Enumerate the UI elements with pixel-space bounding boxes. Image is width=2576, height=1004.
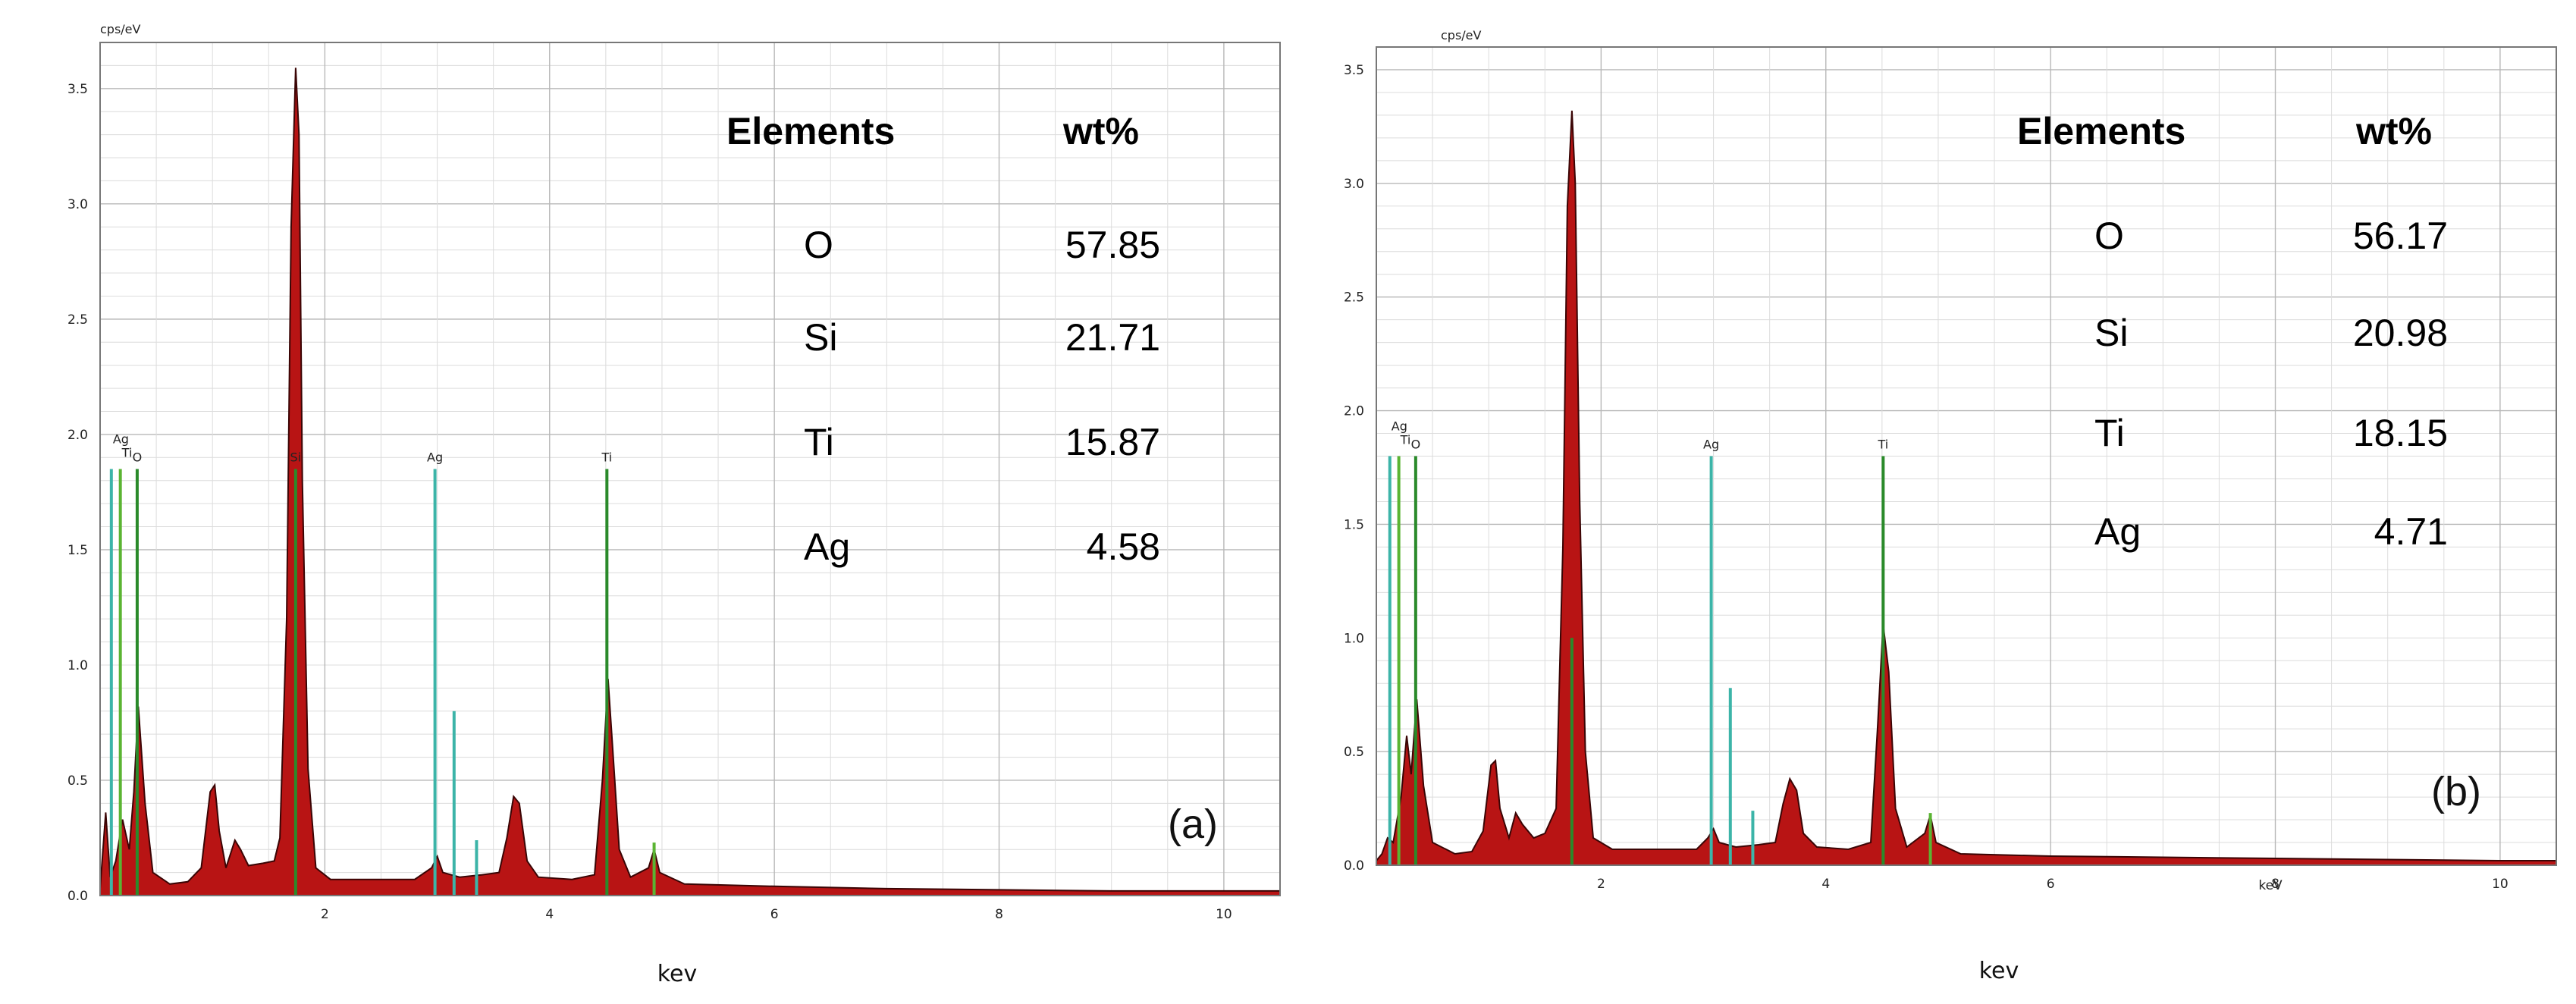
element-line-label-ag: Ag [427,450,443,465]
element-line-label-o: O [1411,438,1421,452]
composition-table: Elements wt% O 57.85 Si 21.71 Ti 15.87 A… [726,110,1160,568]
grid [1376,46,2557,866]
x-axis-label: kev [657,961,698,987]
panel-label: (b) [2431,769,2481,814]
element-line-label-si: Si [290,450,302,465]
table-header-wt: wt% [1062,110,1139,152]
y-tick-label: 1.5 [67,543,88,558]
element-line-label-ag: Ag [113,432,129,447]
y-tick-label: 3.5 [1344,63,1364,78]
y-tick-label: 0.5 [67,773,88,789]
y-tick-label: 2.5 [67,312,88,328]
x-tick-label: 6 [770,907,779,922]
y-tick-label: 3.0 [1344,177,1364,192]
x-ticks: 2 4 6 8 10 [1597,877,2509,892]
element-line-label-ti: Ti [1877,438,1888,452]
table-element-si: Si [2094,312,2128,354]
table-value-ag: 4.71 [2374,510,2448,553]
x-tick-label: 10 [2492,877,2509,892]
x-ticks: 2 4 6 8 10 [321,907,1232,922]
element-line-label-ag: Ag [1392,419,1407,434]
spectrum-layer [99,67,1281,896]
panel-label: (a) [1168,802,1218,847]
x-tick-label: 6 [2047,877,2055,892]
plot-border [1376,46,2557,866]
x-tick-label: 4 [545,907,554,922]
y-axis-label: cps/eV [1441,28,1482,42]
table-header-wt: wt% [2355,110,2432,152]
x-axis-inner-label: keV [2258,878,2283,893]
table-value-o: 56.17 [2353,215,2448,257]
table-value-ti: 15.87 [1065,421,1160,463]
y-tick-label: 1.0 [67,658,88,673]
table-element-ag: Ag [2094,510,2141,553]
plot-frame [99,42,1281,896]
element-line-label-o: O [133,450,143,465]
table-value-ag: 4.58 [1087,526,1160,568]
table-value-si: 21.71 [1065,316,1160,359]
spectrum-area [99,67,1281,896]
element-line-label-ti: Ti [121,446,133,460]
y-tick-label: 2.5 [1344,290,1364,306]
x-tick-label: 2 [321,907,329,922]
table-value-o: 57.85 [1065,224,1160,266]
y-tick-label: 1.5 [1344,517,1364,532]
element-line-label-ti: Ti [1400,433,1411,447]
element-line-label-ag: Ag [1703,438,1719,452]
plot-border [99,42,1281,896]
x-tick-label: 4 [1821,877,1830,892]
y-tick-label: 0.0 [1344,858,1364,874]
table-element-ti: Ti [2094,412,2125,454]
table-element-si: Si [804,316,837,359]
y-ticks: 0.0 0.5 1.0 1.5 2.0 2.5 3.0 3.5 [1344,63,1364,874]
grid [99,42,1281,896]
x-tick-label: 8 [995,907,1003,922]
x-axis-label: kev [1979,958,2019,984]
plot-frame [1376,46,2557,866]
y-tick-label: 3.5 [67,82,88,97]
table-header-elements: Elements [726,110,895,152]
y-tick-label: 1.0 [1344,631,1364,646]
y-tick-label: 2.0 [67,428,88,443]
y-tick-label: 0.0 [67,889,88,904]
spectrum-layer [1376,110,2557,866]
table-header-elements: Elements [2017,110,2185,152]
y-axis-label: cps/eV [100,22,141,36]
spectrum-area [1376,110,2557,866]
table-element-ti: Ti [804,421,834,463]
x-tick-label: 10 [1216,907,1232,922]
table-element-o: O [2094,215,2124,257]
table-element-ag: Ag [804,526,850,568]
y-ticks: 0.0 0.5 1.0 1.5 2.0 2.5 3.0 3.5 [67,82,88,904]
element-line-label-ti: Ti [601,450,612,465]
y-tick-label: 2.0 [1344,404,1364,419]
table-value-si: 20.98 [2353,312,2448,354]
y-tick-label: 0.5 [1344,745,1364,760]
x-tick-label: 2 [1597,877,1605,892]
x-tick-label: 8 [2271,877,2279,892]
table-element-o: O [804,224,833,266]
y-tick-label: 3.0 [67,197,88,212]
composition-table: Elements wt% O 56.17 Si 20.98 Ti 18.15 A… [2017,110,2448,553]
table-value-ti: 18.15 [2353,412,2448,454]
